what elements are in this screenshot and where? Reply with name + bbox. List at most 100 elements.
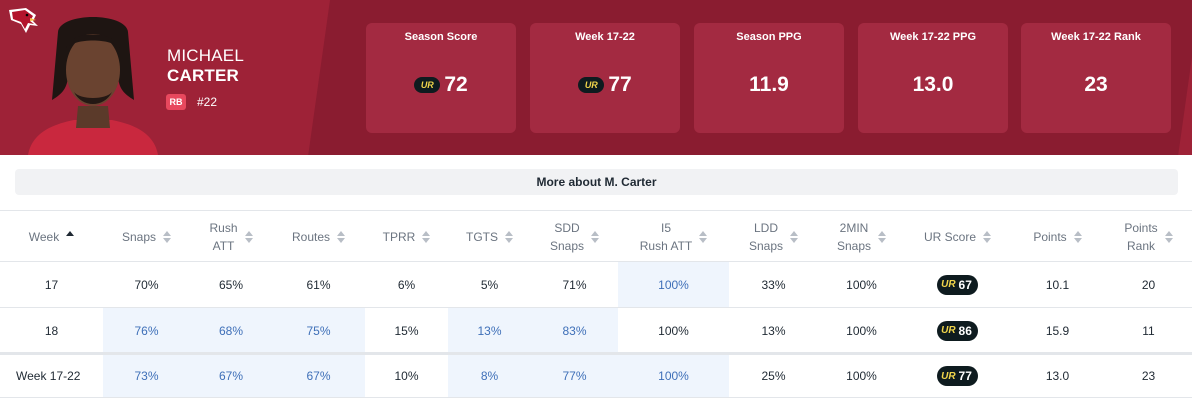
stat-card-number: 72 — [444, 73, 468, 96]
column-header-snaps[interactable]: Snaps — [103, 211, 190, 263]
column-header-label: SDD Snaps — [550, 219, 584, 255]
position-badge: RB — [166, 94, 186, 110]
stat-card-week-rank: Week 17-22 Rank 23 — [1021, 23, 1171, 133]
sort-icon[interactable] — [1073, 231, 1082, 243]
cell-tgts: 5% — [480, 277, 499, 292]
column-header-label: Points — [1033, 230, 1067, 244]
column-header-tgts[interactable]: TGTS — [448, 211, 531, 263]
stat-card-value: 23 — [1021, 73, 1171, 97]
cell-snaps: 70% — [134, 277, 159, 292]
column-header-points[interactable]: Points — [1010, 211, 1105, 263]
ur-score-value: 77 — [958, 369, 972, 383]
stat-card-number: 23 — [1084, 73, 1108, 96]
column-header-tprr[interactable]: TPRR — [365, 211, 448, 263]
sort-icon[interactable] — [505, 231, 513, 243]
cell-sdd-snaps: 71% — [562, 277, 587, 292]
cell-sdd-snaps: 83% — [531, 308, 618, 353]
more-about-player-button[interactable]: More about M. Carter — [15, 169, 1178, 195]
sort-icon[interactable] — [1164, 231, 1173, 243]
stat-card-value: UR 77 — [530, 73, 680, 97]
ur-score-badge: UR 67 — [937, 274, 978, 295]
cell-snaps: 76% — [103, 308, 190, 353]
cell-ldd-snaps: 25% — [761, 369, 786, 383]
ur-logo-icon: UR — [941, 325, 956, 336]
sort-icon[interactable] — [422, 231, 431, 243]
column-header-label: TPRR — [382, 230, 416, 244]
column-header-line1: 2MIN — [839, 221, 869, 235]
stat-card-season-ppg: Season PPG 11.9 — [694, 23, 844, 133]
jersey-number: #22 — [197, 95, 218, 109]
cell-points-rank: 11 — [1142, 323, 1155, 338]
ur-score-value: 86 — [958, 323, 972, 338]
cell-2min-snaps: 100% — [846, 323, 877, 338]
cell-ur-score: UR 77 — [905, 355, 1010, 397]
cell-tprr: 15% — [394, 323, 419, 338]
column-header-routes[interactable]: Routes — [272, 211, 365, 263]
table-row: 17 70% 65% 61% 6% 5% 71% 100% 33% 100% UR 67 10.1 20 — [0, 262, 1192, 308]
ur-logo-icon: UR — [414, 77, 441, 93]
stat-card-number: 13.0 — [912, 73, 954, 96]
ur-score-value: 67 — [958, 277, 972, 292]
sort-icon[interactable] — [163, 231, 172, 243]
column-header-sdd-snaps[interactable]: SDD Snaps — [531, 211, 618, 263]
stat-card-title: Week 17-22 Rank — [1051, 31, 1141, 43]
sort-icon[interactable] — [337, 231, 346, 243]
column-header-points-rank[interactable]: Points Rank — [1105, 211, 1192, 263]
column-header-label: Rush ATT — [209, 219, 237, 255]
cell-ldd-snaps: 13% — [761, 323, 786, 338]
column-header-rush-att[interactable]: Rush ATT — [190, 211, 272, 263]
ur-logo-icon: UR — [578, 77, 605, 93]
player-header: MICHAEL CARTER RB #22 Season Score UR 72… — [0, 0, 1192, 155]
ur-logo-icon: UR — [941, 279, 956, 290]
column-header-line2: Rank — [1126, 239, 1155, 253]
column-header-label: Snaps — [121, 230, 157, 244]
sort-icon[interactable] — [790, 231, 799, 243]
cell-tprr: 6% — [397, 277, 416, 292]
column-header-line1: Points — [1124, 221, 1158, 235]
stat-card-title: Week 17-22 — [575, 31, 635, 43]
cell-i5-rush-att: 100% — [658, 323, 689, 338]
column-header-ldd-snaps[interactable]: LDD Snaps — [729, 211, 818, 263]
cell-points-rank: 20 — [1141, 277, 1156, 292]
stat-card-number: 77 — [608, 73, 632, 96]
column-header-week[interactable]: Week — [0, 211, 103, 263]
column-header-2min-snaps[interactable]: 2MIN Snaps — [818, 211, 905, 263]
cell-points-rank: 23 — [1141, 369, 1156, 383]
stat-card-value: 11.9 — [694, 73, 844, 97]
column-header-line1: LDD — [753, 221, 778, 235]
cell-rush-att: 67% — [190, 355, 272, 397]
cell-2min-snaps: 100% — [846, 277, 877, 292]
sort-icon[interactable] — [878, 231, 887, 243]
column-header-i5-rush-att[interactable]: I5 Rush ATT — [618, 211, 729, 263]
stat-card-week-score: Week 17-22 UR 77 — [530, 23, 680, 133]
sort-ascending-icon[interactable] — [66, 231, 75, 243]
stat-card-title: Season Score — [404, 31, 478, 43]
column-header-line2: Rush ATT — [639, 239, 693, 253]
cell-sdd-snaps: 77% — [531, 355, 618, 397]
stat-card-week-ppg: Week 17-22 PPG 13.0 — [858, 23, 1008, 133]
column-header-line1: SDD — [554, 221, 580, 235]
column-header-line2: ATT — [212, 239, 235, 253]
column-header-label: I5 Rush ATT — [640, 219, 692, 255]
column-header-line1: I5 — [660, 221, 671, 235]
column-header-label: Week — [28, 230, 60, 244]
sort-icon[interactable] — [983, 231, 991, 243]
ur-score-badge: UR 77 — [937, 366, 978, 386]
sort-icon[interactable] — [699, 231, 708, 243]
cell-week: 18 — [44, 323, 59, 338]
column-header-label: 2MIN Snaps — [837, 219, 871, 255]
sort-icon[interactable] — [244, 231, 253, 243]
stat-card-title: Week 17-22 PPG — [889, 31, 976, 43]
cell-2min-snaps: 100% — [846, 369, 877, 383]
column-header-label: Routes — [291, 230, 331, 244]
cell-snaps: 73% — [103, 355, 190, 397]
sort-icon[interactable] — [591, 231, 600, 243]
stat-card-value: UR 72 — [366, 73, 516, 97]
cell-routes: 61% — [306, 277, 331, 292]
stat-card-value: 13.0 — [858, 73, 1008, 97]
player-first-name: MICHAEL — [167, 46, 244, 65]
cell-tgts: 13% — [448, 308, 531, 353]
cell-tgts: 8% — [448, 355, 531, 397]
column-header-ur-score[interactable]: UR Score — [905, 211, 1010, 263]
